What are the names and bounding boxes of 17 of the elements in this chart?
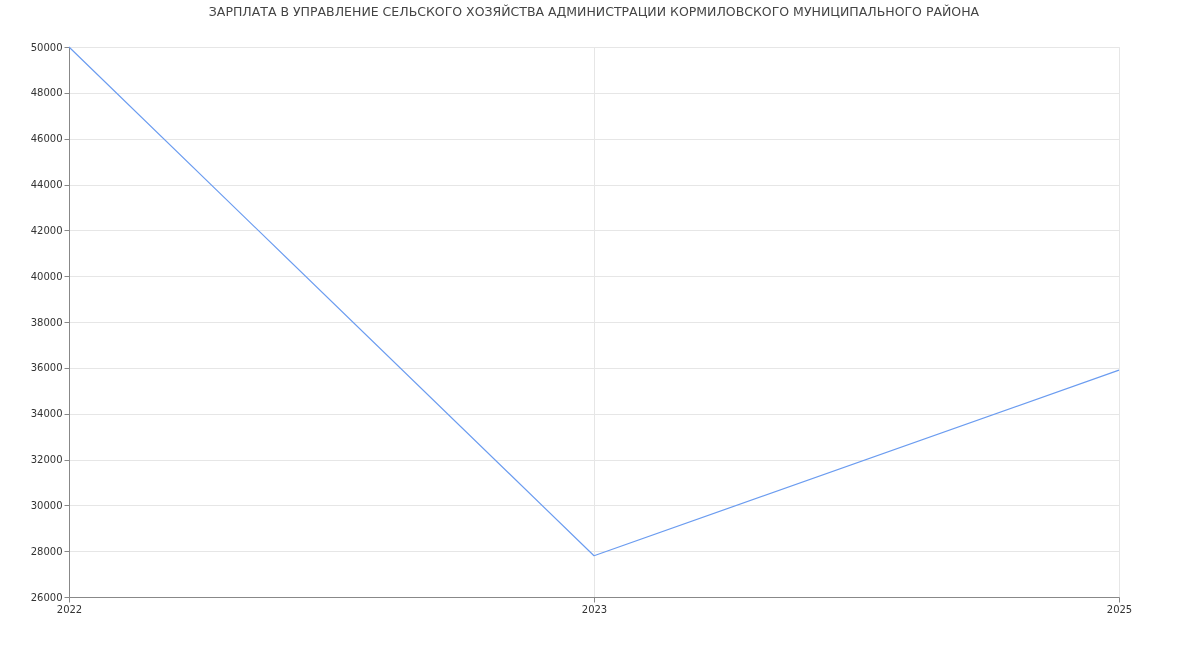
y-tick-label: 32000	[30, 454, 63, 465]
y-tick-label: 42000	[30, 224, 63, 236]
x-tick-label: 2022	[56, 603, 83, 615]
x-tick-label: 2023	[581, 603, 608, 615]
y-tick-label: 50000	[30, 41, 63, 53]
y-tick-label: 48000	[30, 87, 63, 99]
y-tick-label: 26000	[30, 591, 63, 603]
y-tick-label: 28000	[30, 545, 63, 557]
y-tick-label: 34000	[30, 408, 63, 420]
y-tick-label: 46000	[30, 133, 63, 145]
y-tick-label: 30000	[30, 499, 63, 511]
y-tick-label: 36000	[30, 362, 63, 374]
chart-title: ЗАРПЛАТА В УПРАВЛЕНИЕ СЕЛЬСКОГО ХОЗЯЙСТВА АДМИНИСТРАЦИИ КОРМИЛОВСКОГО МУНИЦИПАЛЬНОГО РАЙОНА	[208, 3, 980, 19]
y-tick-label: 40000	[30, 270, 63, 282]
y-tick-label: 38000	[30, 316, 63, 328]
y-tick-label: 44000	[30, 179, 63, 190]
x-tick-label: 2025	[1106, 603, 1133, 615]
